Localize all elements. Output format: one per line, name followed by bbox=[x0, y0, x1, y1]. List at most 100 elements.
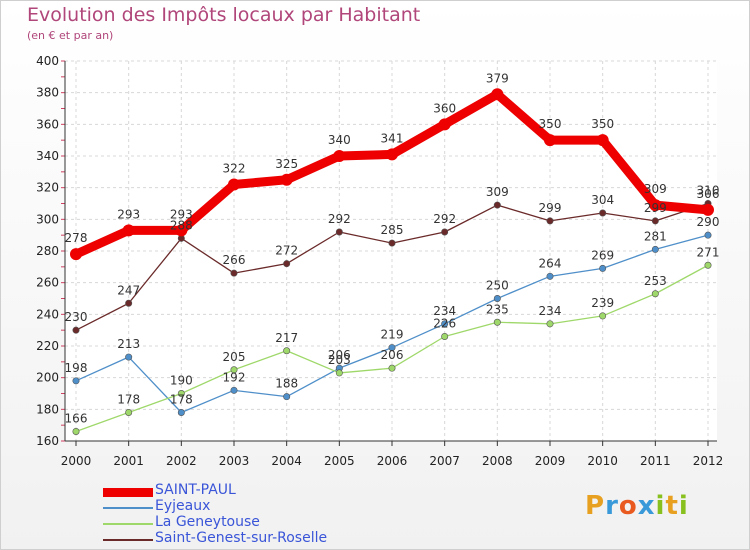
x-tick-label: 2002 bbox=[166, 454, 197, 468]
logo-letter: P bbox=[585, 491, 606, 521]
y-tick-label: 360 bbox=[36, 117, 59, 131]
legend-swatch bbox=[103, 539, 153, 541]
x-tick-label: 2001 bbox=[113, 454, 144, 468]
data-label: 206 bbox=[328, 348, 351, 362]
logo-letter: o bbox=[618, 491, 638, 521]
data-point bbox=[491, 88, 504, 101]
data-point bbox=[599, 312, 607, 320]
y-tick-label: 380 bbox=[36, 86, 59, 100]
x-tick-label: 2006 bbox=[377, 454, 408, 468]
legend-label: Saint-Genest-sur-Roselle bbox=[155, 530, 328, 546]
data-point bbox=[441, 320, 449, 328]
data-label: 264 bbox=[539, 256, 562, 270]
data-label: 192 bbox=[223, 370, 246, 384]
data-point bbox=[441, 332, 449, 340]
data-label: 290 bbox=[697, 215, 720, 229]
data-label: 341 bbox=[381, 131, 404, 145]
data-label: 379 bbox=[486, 71, 509, 85]
data-point bbox=[72, 427, 80, 435]
data-point bbox=[651, 290, 659, 298]
data-label: 309 bbox=[486, 185, 509, 199]
data-point bbox=[651, 217, 659, 225]
data-label: 292 bbox=[328, 212, 351, 226]
data-label: 288 bbox=[170, 218, 193, 232]
data-point bbox=[438, 118, 451, 131]
data-label: 304 bbox=[591, 193, 614, 207]
data-point bbox=[283, 347, 291, 355]
y-tick-label: 300 bbox=[36, 212, 59, 226]
legend-swatch bbox=[103, 523, 153, 525]
data-label: 203 bbox=[328, 353, 351, 367]
data-point bbox=[493, 318, 501, 326]
y-tick-label: 240 bbox=[36, 307, 59, 321]
data-point bbox=[493, 294, 501, 302]
logo-letter: t bbox=[665, 491, 679, 521]
x-tick-label: 2007 bbox=[429, 454, 460, 468]
data-label: 217 bbox=[275, 331, 298, 345]
data-label: 306 bbox=[697, 187, 720, 201]
data-point bbox=[704, 231, 712, 239]
x-tick-label: 2010 bbox=[587, 454, 618, 468]
data-label: 293 bbox=[117, 207, 140, 221]
data-point bbox=[125, 353, 133, 361]
data-label: 278 bbox=[65, 231, 88, 245]
data-label: 178 bbox=[117, 393, 140, 407]
x-tick-label: 2000 bbox=[61, 454, 92, 468]
data-label: 299 bbox=[539, 201, 562, 215]
data-point bbox=[230, 269, 238, 277]
data-point bbox=[177, 389, 185, 397]
data-label: 272 bbox=[275, 244, 298, 258]
data-point bbox=[70, 248, 82, 261]
y-tick-label: 160 bbox=[36, 434, 59, 448]
legend-label: SAINT-PAUL bbox=[155, 482, 236, 498]
y-tick-label: 220 bbox=[36, 339, 59, 353]
data-point bbox=[546, 272, 554, 280]
data-label: 219 bbox=[381, 328, 404, 342]
logo-letter: x bbox=[637, 491, 656, 521]
data-label: 266 bbox=[223, 253, 246, 267]
legend-label: La Geneytouse bbox=[155, 514, 260, 530]
data-point bbox=[125, 299, 133, 307]
data-label: 253 bbox=[644, 274, 667, 288]
data-point bbox=[72, 326, 80, 334]
y-tick-label: 340 bbox=[36, 149, 59, 163]
data-point bbox=[388, 364, 396, 372]
legend-swatch bbox=[103, 487, 153, 497]
data-point bbox=[546, 217, 554, 225]
y-tick-label: 400 bbox=[36, 54, 59, 68]
data-label: 234 bbox=[539, 304, 562, 318]
data-point bbox=[333, 150, 346, 162]
data-label: 234 bbox=[433, 304, 456, 318]
proxiti-logo: Proxiti bbox=[585, 491, 689, 521]
legend-swatch bbox=[103, 507, 153, 509]
data-point bbox=[599, 209, 607, 217]
x-tick-label: 2012 bbox=[693, 454, 724, 468]
data-point bbox=[230, 366, 238, 374]
data-label: 250 bbox=[486, 279, 509, 293]
data-label: 190 bbox=[170, 374, 193, 388]
data-point bbox=[283, 393, 291, 401]
y-tick-label: 280 bbox=[36, 244, 59, 258]
data-point bbox=[177, 408, 185, 416]
data-label: 309 bbox=[644, 182, 667, 196]
x-tick-label: 2005 bbox=[324, 454, 355, 468]
data-point bbox=[175, 224, 188, 237]
data-label: 235 bbox=[486, 302, 509, 316]
x-tick-label: 2003 bbox=[219, 454, 250, 468]
data-point bbox=[122, 224, 135, 237]
chart-title: Evolution des Impôts locaux par Habitant bbox=[27, 4, 421, 26]
data-label: 322 bbox=[223, 162, 246, 176]
data-point bbox=[125, 408, 133, 416]
y-tick-label: 320 bbox=[36, 181, 59, 195]
data-point bbox=[335, 228, 343, 236]
data-point bbox=[280, 173, 293, 186]
data-point bbox=[546, 320, 554, 328]
data-point bbox=[596, 134, 609, 147]
data-point bbox=[493, 201, 501, 209]
data-label: 350 bbox=[539, 117, 562, 131]
data-point bbox=[230, 386, 238, 394]
logo-letter: r bbox=[605, 491, 619, 521]
data-label: 281 bbox=[644, 229, 667, 243]
